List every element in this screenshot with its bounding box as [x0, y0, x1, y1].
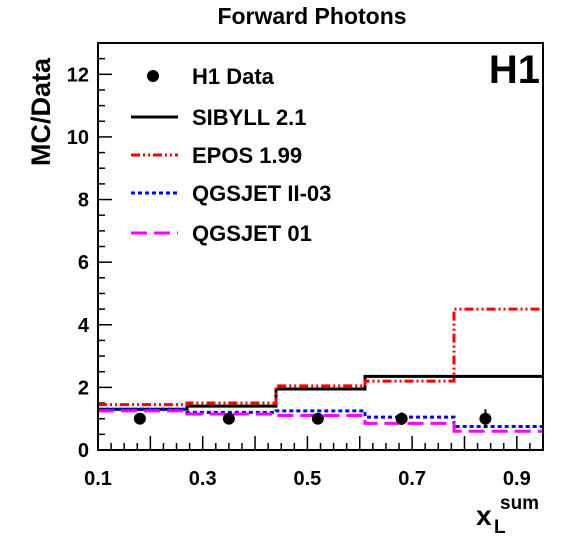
x-tick-label: 0.7	[398, 468, 426, 490]
legend-label-3: QGSJET II-03	[192, 181, 331, 206]
series-line-qgsjet-01	[98, 409, 543, 433]
y-ticks: 0 2 4 6 8 10 12	[67, 42, 112, 462]
x-tick-label: 0.1	[84, 468, 112, 490]
y-tick-label: 10	[67, 127, 89, 149]
x-axis-label-main: x	[476, 500, 492, 531]
y-tick-label: 12	[67, 64, 89, 86]
chart-title: Forward Photons	[217, 3, 406, 29]
series-line-qgsjet-ii-03	[98, 407, 543, 429]
legend: H1 Data SIBYLL 2.1 EPOS 1.99 QGSJET II-03 QG…	[131, 64, 331, 246]
legend-label-2: EPOS 1.99	[192, 143, 302, 168]
y-tick-label: 8	[78, 190, 89, 212]
y-tick-label: 4	[78, 315, 90, 337]
h1-tag: H1	[489, 48, 540, 92]
legend-label-1: SIBYLL 2.1	[192, 105, 307, 130]
legend-label-data: H1 Data	[192, 64, 275, 89]
data-point	[222, 412, 235, 425]
x-axis-label-sub: L	[494, 517, 506, 538]
series-line-epos-1-99	[98, 307, 543, 407]
x-tick-label: 0.9	[503, 468, 531, 490]
data-point	[395, 412, 408, 425]
x-tick-label: 0.5	[294, 468, 322, 490]
x-tick-label: 0.3	[189, 468, 217, 490]
plot-frame	[97, 42, 544, 451]
y-tick-label: 0	[78, 440, 89, 462]
x-axis-label-sup: sum	[500, 493, 539, 514]
y-tick-label: 6	[78, 252, 89, 274]
data-point	[311, 412, 324, 425]
x-ticks: 0.1 0.3 0.5 0.7 0.9	[84, 436, 544, 490]
series-layer	[98, 307, 543, 433]
y-tick-label: 2	[78, 377, 89, 399]
legend-label-4: QGSJET 01	[192, 221, 312, 246]
data-points	[133, 409, 492, 429]
legend-marker-data	[147, 70, 159, 82]
y-axis-label: MC/Data	[26, 57, 56, 166]
data-point	[479, 412, 492, 425]
x-axis-label: x L sum	[476, 493, 539, 538]
data-point	[133, 412, 146, 425]
